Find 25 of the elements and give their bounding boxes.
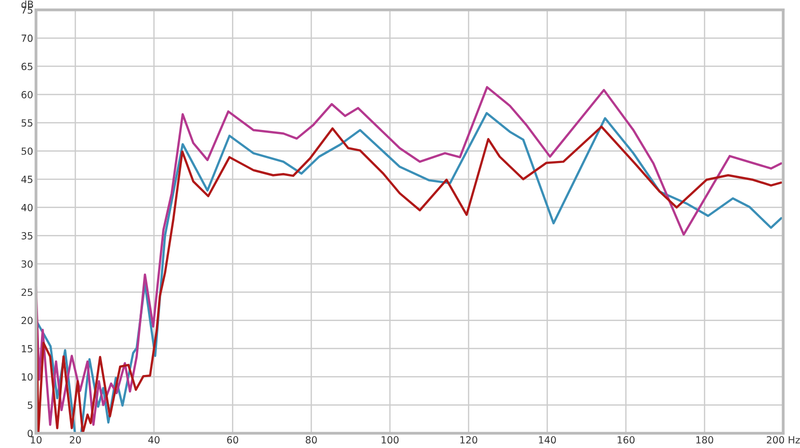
y-tick-label: 30 (22, 260, 33, 268)
y-tick-label: 25 (22, 288, 32, 296)
x-tick-label: 120 (460, 436, 478, 444)
y-tick-label: 70 (22, 34, 33, 42)
y-tick-label: 65 (22, 62, 32, 70)
x-tick-label: 140 (539, 436, 556, 444)
x-tick-label: 40 (148, 436, 160, 444)
y-tick-label: 10 (22, 373, 33, 381)
y-tick-label: 0 (28, 430, 33, 438)
y-tick-label: 15 (22, 345, 32, 352)
x-tick-label: 80 (306, 436, 317, 444)
y-tick-label: 40 (21, 204, 33, 212)
y-tick-label: 55 (22, 119, 32, 127)
y-tick-label: 5 (28, 402, 32, 409)
x-tick-label: 200 Hz (766, 436, 800, 444)
y-tick-label: 50 (22, 147, 33, 155)
y-tick-label: 35 (22, 232, 32, 240)
x-tick-label: 60 (227, 436, 238, 444)
y-tick-label: 60 (22, 91, 33, 98)
y-tick-label: 20 (22, 316, 33, 324)
y-tick-label: 45 (21, 176, 32, 184)
x-tick-label: 100 (382, 436, 399, 444)
x-tick-label: 180 (696, 436, 714, 444)
x-tick-label: 20 (70, 436, 81, 444)
x-tick-label: 160 (618, 436, 635, 444)
